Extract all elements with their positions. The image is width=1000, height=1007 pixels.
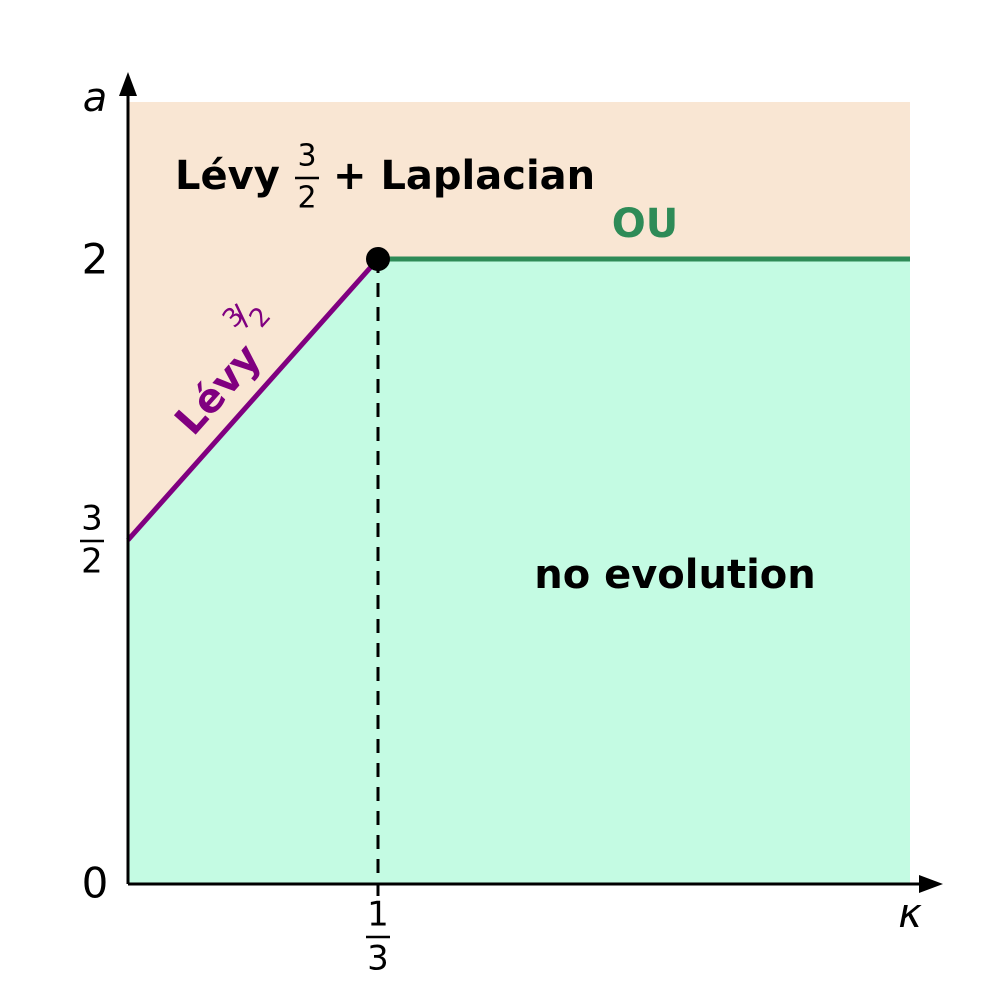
y-arrow xyxy=(119,72,137,96)
region-label: no evolution xyxy=(534,552,816,598)
line-label: OU xyxy=(612,201,678,247)
levy-line xyxy=(126,257,380,542)
y-tick-denominator: 2 xyxy=(81,542,103,582)
region-label: + Laplacian xyxy=(333,153,595,199)
y-tick-label: 2 xyxy=(82,235,109,284)
region-label: Lévy xyxy=(175,153,280,199)
fraction-slash xyxy=(234,303,249,328)
y-tick-numerator: 3 xyxy=(81,499,103,539)
region-fraction-numerator: 3 xyxy=(297,139,316,174)
y-tick-label: 0 xyxy=(82,859,109,908)
y-label: a xyxy=(83,75,108,121)
lower-region xyxy=(128,259,910,884)
x-label: κ xyxy=(898,891,922,937)
x-tick-denominator: 3 xyxy=(367,939,389,979)
critical-point xyxy=(366,247,390,271)
region-fraction-denominator: 2 xyxy=(297,181,316,216)
x-arrow xyxy=(919,875,943,893)
x-tick-numerator: 1 xyxy=(367,895,389,935)
